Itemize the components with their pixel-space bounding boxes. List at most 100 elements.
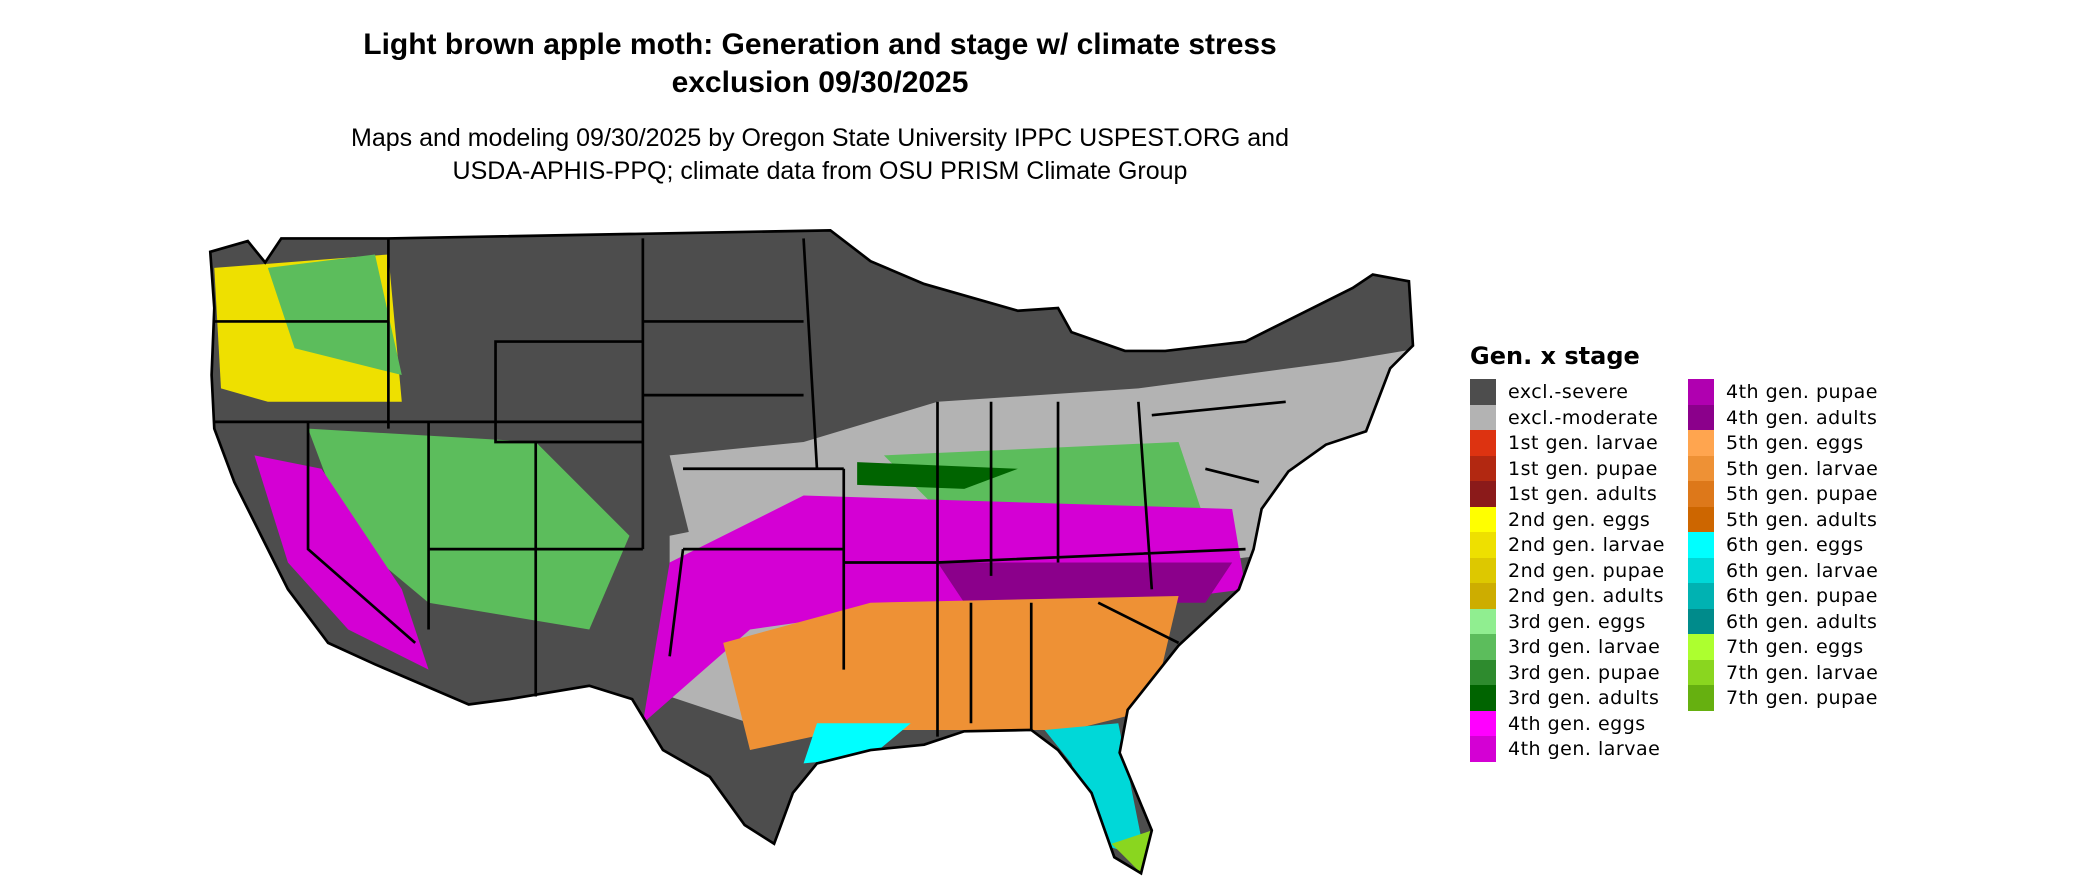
legend-item: 4th gen. eggs [1470, 710, 1690, 736]
legend-item: 3rd gen. adults [1470, 685, 1690, 711]
legend-label: 1st gen. adults [1508, 483, 1658, 505]
legend-item: 3rd gen. pupae [1470, 659, 1690, 685]
legend-label: 6th gen. pupae [1726, 585, 1878, 607]
legend-label: 4th gen. eggs [1508, 712, 1646, 735]
region-3rd-gen-pnw [267, 254, 402, 376]
legend-label: 2nd gen. larvae [1508, 534, 1665, 556]
legend-label: excl.-severe [1508, 381, 1629, 403]
region-5th-gen [723, 596, 1179, 751]
title-line-1: Light brown apple moth: Generation and s… [363, 28, 1277, 61]
legend-item: 7th gen. eggs [1688, 634, 1908, 660]
legend-swatch [1470, 710, 1496, 736]
legend-swatch [1688, 685, 1714, 711]
legend-swatch [1470, 506, 1496, 532]
legend-item: 6th gen. larvae [1688, 557, 1908, 583]
legend-label: 4th gen. pupae [1726, 381, 1878, 403]
legend-item: 2nd gen. eggs [1470, 506, 1690, 532]
map-subtitle: Maps and modeling 09/30/2025 by Oregon S… [220, 122, 1420, 188]
legend-swatch [1688, 379, 1714, 405]
legend-swatch [1470, 557, 1496, 583]
legend-item: 4th gen. adults [1688, 404, 1908, 430]
legend-swatch [1470, 608, 1496, 634]
legend-label: 2nd gen. adults [1508, 585, 1664, 607]
legend-swatch [1688, 481, 1714, 507]
subtitle-line-1: Maps and modeling 09/30/2025 by Oregon S… [351, 124, 1289, 152]
legend-item: 4th gen. larvae [1470, 736, 1690, 762]
legend-item: 6th gen. pupae [1688, 583, 1908, 609]
legend-item: 5th gen. adults [1688, 506, 1908, 532]
legend-label: 3rd gen. eggs [1508, 610, 1646, 633]
legend-swatch [1688, 557, 1714, 583]
legend-title: Gen. x stage [1470, 342, 1640, 370]
legend-label: 2nd gen. eggs [1508, 508, 1651, 531]
legend-label: 3rd gen. larvae [1508, 636, 1661, 658]
legend-item: 5th gen. larvae [1688, 455, 1908, 481]
legend-item: 2nd gen. adults [1470, 583, 1690, 609]
legend-label: 3rd gen. adults [1508, 687, 1660, 709]
legend-label: 5th gen. pupae [1726, 483, 1878, 505]
legend-label: 1st gen. larvae [1508, 432, 1659, 454]
legend-item: 6th gen. eggs [1688, 532, 1908, 558]
legend-item: 1st gen. pupae [1470, 455, 1690, 481]
legend-swatch [1688, 455, 1714, 481]
legend-swatch [1470, 430, 1496, 456]
legend-label: excl.-moderate [1508, 406, 1659, 429]
legend-label: 7th gen. eggs [1726, 636, 1864, 658]
legend-swatch [1470, 659, 1496, 685]
subtitle-line-2: USDA-APHIS-PPQ; climate data from OSU PR… [452, 157, 1188, 185]
legend-item: 6th gen. adults [1688, 608, 1908, 634]
legend-swatch [1470, 736, 1496, 762]
legend-item: 1st gen. larvae [1470, 430, 1690, 456]
legend-label: 6th gen. eggs [1726, 534, 1864, 556]
legend-label: 7th gen. pupae [1726, 687, 1878, 709]
legend-swatch [1470, 455, 1496, 481]
legend-label: 5th gen. larvae [1726, 457, 1879, 480]
legend-swatch [1470, 481, 1496, 507]
legend-item: 5th gen. pupae [1688, 481, 1908, 507]
legend-swatch [1470, 583, 1496, 609]
legend-item: 1st gen. adults [1470, 481, 1690, 507]
legend-item: 7th gen. pupae [1688, 685, 1908, 711]
legend-swatch [1688, 634, 1714, 660]
legend-item: 3rd gen. eggs [1470, 608, 1690, 634]
legend-label: 3rd gen. pupae [1508, 661, 1661, 684]
legend-swatch [1688, 583, 1714, 609]
legend-label: 7th gen. larvae [1726, 661, 1879, 684]
region-6th-gen-gulf [803, 723, 911, 764]
region-3rd-gen-west [308, 428, 630, 630]
legend-swatch [1688, 506, 1714, 532]
legend-label: 2nd gen. pupae [1508, 559, 1665, 582]
map-title: Light brown apple moth: Generation and s… [220, 26, 1420, 102]
region-4th-gen-south [642, 495, 1246, 724]
legend-item: 2nd gen. pupae [1470, 557, 1690, 583]
region-7th-gen-fl [1111, 830, 1152, 874]
legend-item: 7th gen. larvae [1688, 659, 1908, 685]
legend-label: 1st gen. pupae [1508, 457, 1658, 480]
legend-label: 5th gen. eggs [1726, 432, 1864, 454]
legend-swatch [1470, 634, 1496, 660]
legend-item: 2nd gen. larvae [1470, 532, 1690, 558]
legend-swatch [1470, 532, 1496, 558]
legend-swatch [1688, 608, 1714, 634]
legend-swatch [1470, 685, 1496, 711]
legend-swatch [1688, 659, 1714, 685]
legend-item: 4th gen. pupae [1688, 379, 1908, 405]
legend-swatch [1688, 532, 1714, 558]
legend-swatch [1688, 404, 1714, 430]
legend-item: 3rd gen. larvae [1470, 634, 1690, 660]
legend-item: excl.-severe [1470, 379, 1690, 405]
state-borders [208, 229, 1415, 875]
title-line-2: exclusion 09/30/2025 [671, 66, 969, 99]
region-4th-gen-adults [937, 562, 1233, 603]
legend-swatch [1688, 430, 1714, 456]
legend-label: 4th gen. adults [1726, 406, 1878, 429]
region-6th-gen-fl [1044, 723, 1146, 858]
legend-item: excl.-moderate [1470, 404, 1690, 430]
legend-swatch [1470, 379, 1496, 405]
legend-swatch [1470, 404, 1496, 430]
legend-label: 4th gen. larvae [1508, 738, 1661, 760]
legend-label: 6th gen. adults [1726, 610, 1878, 633]
legend-label: 6th gen. larvae [1726, 559, 1879, 582]
legend-label: 5th gen. adults [1726, 508, 1878, 531]
